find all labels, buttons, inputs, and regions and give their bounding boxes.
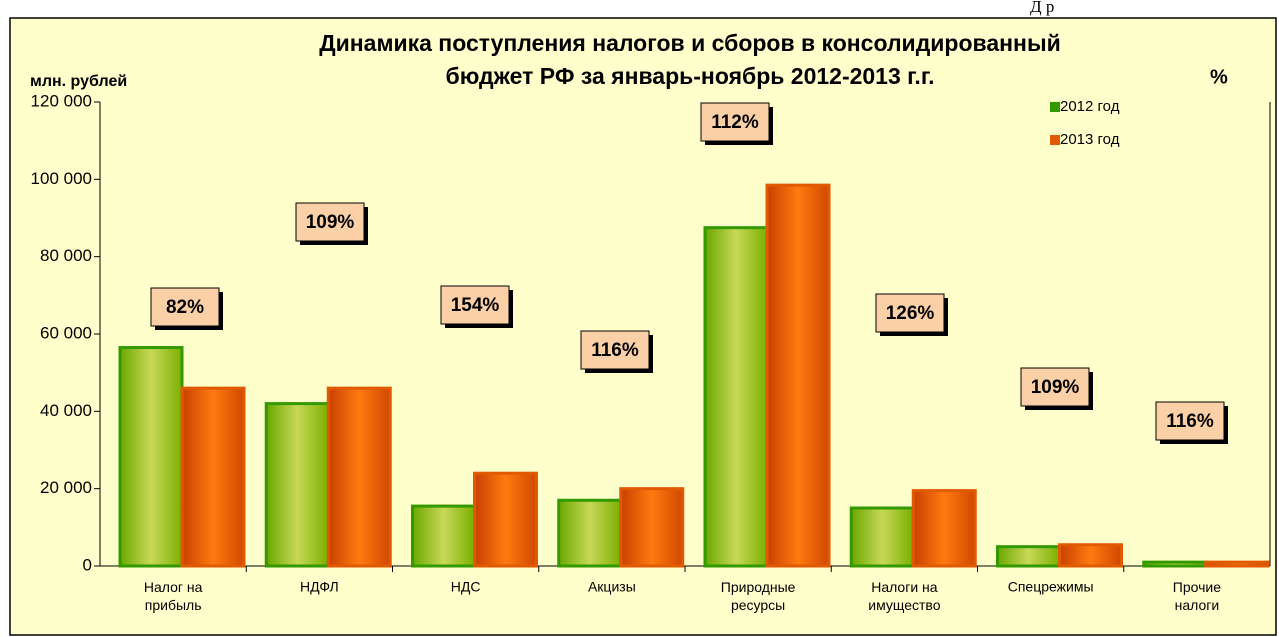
y-tick-label: 60 000 bbox=[40, 323, 92, 342]
y-tick-label: 120 000 bbox=[31, 91, 92, 110]
x-tick-label: НДС bbox=[451, 579, 481, 595]
annotation: 112% bbox=[711, 112, 759, 133]
y-axis-label: млн. рублей bbox=[30, 73, 127, 90]
bar bbox=[996, 545, 1061, 568]
x-tick-label: Налоги на имущество bbox=[868, 579, 940, 613]
bar bbox=[557, 498, 623, 568]
x-tick-label: Акцизы bbox=[588, 579, 636, 595]
y-tick-label: 80 000 bbox=[40, 246, 92, 265]
bar bbox=[1058, 543, 1123, 568]
chart-title: Динамика поступления налогов и сборов в … bbox=[319, 30, 1060, 56]
annotation: 82% bbox=[166, 297, 204, 318]
y-tick-label: 100 000 bbox=[31, 169, 92, 188]
annotation: 109% bbox=[1031, 377, 1080, 398]
bar bbox=[180, 386, 246, 568]
legend-label: 2013 год bbox=[1060, 131, 1120, 148]
bar bbox=[473, 471, 538, 568]
annotation: 116% bbox=[591, 340, 639, 361]
legend-label: 2012 год bbox=[1060, 98, 1120, 115]
bar bbox=[326, 386, 392, 568]
x-tick-label: Спецрежимы bbox=[1008, 579, 1094, 595]
annotation: 109% bbox=[306, 212, 355, 233]
annotation-box bbox=[440, 285, 510, 325]
annotation-box bbox=[1020, 367, 1090, 407]
x-tick-label: Прочие налоги bbox=[1173, 579, 1221, 613]
annotation-box bbox=[1155, 401, 1225, 441]
annotation-box bbox=[875, 293, 945, 333]
annotation: 126% bbox=[886, 303, 935, 324]
bar bbox=[264, 402, 330, 568]
page-fragment: Д р bbox=[1030, 0, 1054, 16]
annotation: 116% bbox=[1166, 411, 1214, 432]
x-tick-label: НДФЛ bbox=[300, 579, 339, 595]
bar bbox=[1142, 560, 1208, 568]
x-tick-label: Налог на прибыль bbox=[144, 579, 203, 613]
bar bbox=[703, 226, 769, 568]
y-tick-label: 40 000 bbox=[40, 401, 92, 420]
bar bbox=[1204, 560, 1270, 568]
y2-axis-label: % bbox=[1210, 66, 1228, 88]
bar bbox=[619, 487, 685, 568]
y-tick-label: 20 000 bbox=[40, 478, 92, 497]
legend-swatch bbox=[1050, 135, 1060, 145]
annotation-box bbox=[700, 102, 770, 142]
annotation-box bbox=[580, 330, 650, 370]
chart-subtitle: бюджет РФ за январь-ноябрь 2012-2013 г.г… bbox=[445, 63, 934, 89]
bar bbox=[849, 506, 915, 568]
bar bbox=[911, 489, 977, 568]
legend-swatch bbox=[1050, 102, 1060, 112]
bar bbox=[118, 346, 184, 568]
y-tick-label: 0 bbox=[83, 555, 92, 574]
annotation: 154% bbox=[451, 295, 500, 316]
bar bbox=[411, 504, 476, 568]
annotation-box bbox=[295, 202, 365, 242]
x-tick-label: Природные ресурсы bbox=[721, 579, 796, 613]
annotation-box bbox=[150, 287, 220, 327]
bar bbox=[765, 183, 831, 568]
